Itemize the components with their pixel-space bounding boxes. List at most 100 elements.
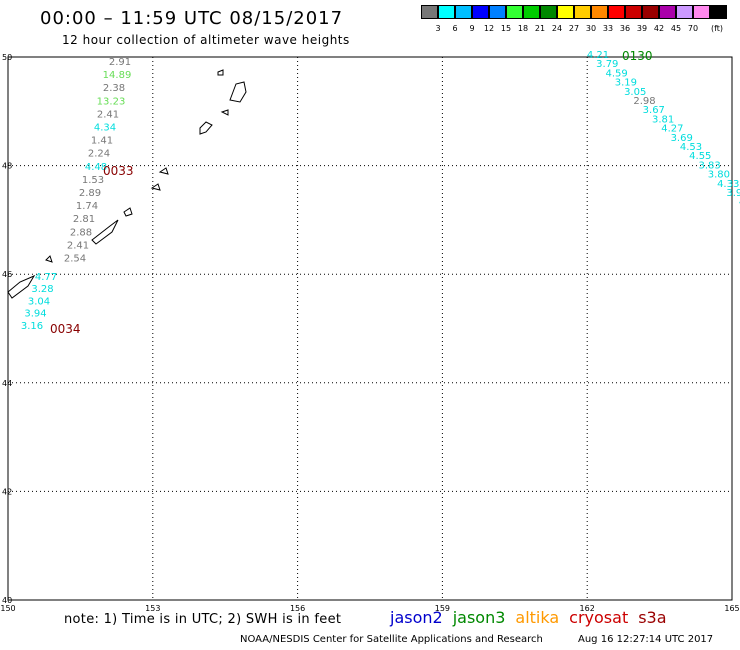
lon-tick-label: 162 (580, 604, 595, 613)
wave-height-value: 1.41 (91, 136, 113, 147)
altimeter-passes: 2.91 14.89 2.38 13.23 2.41 4.34 1.41 2.24 4.48 1.… (21, 49, 740, 336)
legend-swatch (710, 5, 727, 19)
wave-height-value: 2.91 (109, 57, 131, 68)
wave-height-value: 2.41 (67, 240, 89, 251)
axis-labels: 150 153 156 159 162 165 50 48 46 44 42 40 (0, 53, 739, 613)
legend-label: 45 (670, 24, 682, 33)
wave-height-value: 4.59 (605, 68, 627, 79)
altimeter-pass: 4.773.283.04 3.943.16 0034 (21, 272, 81, 336)
lon-tick-label: 150 (0, 604, 15, 613)
generated-timestamp: Aug 16 12:27:14 UTC 2017 (578, 634, 714, 645)
legend-swatch (557, 5, 574, 19)
wave-height-value: 4.27 (661, 124, 683, 135)
lon-tick-label: 165 (724, 604, 739, 613)
legend-label: 24 (551, 24, 563, 33)
wave-height-value: 3.83 (698, 160, 720, 171)
satellite-name: cryosat (569, 608, 629, 627)
legend-label: 3 (435, 24, 441, 33)
wave-height-value: 3.67 (643, 105, 665, 116)
island-outline (123, 207, 133, 217)
wave-height-value: 3.79 (596, 59, 618, 70)
wave-height-value: 14.89 (103, 70, 132, 81)
lat-tick-label: 44 (2, 379, 12, 388)
map-title: 00:00 – 11:59 UTC 08/15/2017 (40, 8, 344, 29)
legend-swatch (506, 5, 523, 19)
footer-note: note: 1) Time is in UTC; 2) SWH is in fe… (64, 612, 342, 627)
map-subtitle: 12 hour collection of altimeter wave hei… (62, 33, 350, 47)
lat-tick-label: 40 (2, 596, 12, 605)
legend-label: 30 (585, 24, 597, 33)
lat-tick-label: 42 (2, 487, 12, 496)
lon-tick-label: 159 (435, 604, 450, 613)
island-outline (217, 69, 224, 76)
wave-height-value: 4.55 (689, 151, 711, 162)
wave-height-value: 3.05 (624, 87, 646, 98)
satellite-name: altika (515, 608, 560, 627)
island-outline (7, 274, 36, 299)
legend-label: 42 (653, 24, 665, 33)
coastline (7, 69, 247, 299)
island-outline (158, 167, 169, 175)
wave-height-value: 3.16 (21, 321, 43, 332)
island-outline (199, 121, 213, 135)
legend-label: 15 (500, 24, 512, 33)
credit-line: NOAA/NESDIS Center for Satellite Applica… (240, 634, 543, 645)
pass-time-label: 0130 (622, 49, 653, 63)
legend-swatch (455, 5, 472, 19)
legend-label: 9 (469, 24, 475, 33)
legend-label: 6 (452, 24, 458, 33)
wave-height-value: 2.88 (70, 227, 92, 238)
legend-swatch (540, 5, 557, 19)
legend-swatch (659, 5, 676, 19)
legend-label: 33 (602, 24, 614, 33)
legend-swatch (489, 5, 506, 19)
wave-height-value: 2.54 (64, 254, 86, 265)
legend-unit: (ft) (710, 24, 724, 33)
legend-label: 70 (687, 24, 699, 33)
legend-swatch (608, 5, 625, 19)
wave-height-value: 1.53 (82, 175, 104, 186)
legend-swatch (676, 5, 693, 19)
wave-height-value: 2.38 (103, 83, 125, 94)
island-outline (229, 81, 247, 103)
pass-time-label: 0034 (50, 322, 81, 336)
legend-swatch (438, 5, 455, 19)
legend-label: 12 (483, 24, 495, 33)
legend-swatch (591, 5, 608, 19)
wave-height-value: 3.80 (708, 170, 730, 181)
wave-height-value: 2.98 (633, 96, 655, 107)
wave-height-value: 3.04 (28, 296, 50, 307)
wave-height-value: 4.48 (85, 162, 107, 173)
island-outline (150, 183, 161, 191)
wave-height-value: 13.23 (97, 96, 126, 107)
satellite-name: jason3 (452, 608, 506, 627)
legend-label: 39 (636, 24, 648, 33)
lat-tick-label: 50 (2, 53, 12, 62)
lat-tick-label: 46 (2, 270, 12, 279)
map-frame (7, 56, 733, 601)
altimeter-pass: 4.213.794.593.193.052.983.673.814.273.69… (587, 49, 740, 208)
wave-height-value: 3.94 (24, 309, 46, 320)
island-outline (91, 219, 119, 245)
wave-height-value: 3.92 (726, 188, 740, 199)
wave-height-value: 4.34 (94, 123, 116, 134)
wave-height-value: 4.21 (587, 50, 609, 61)
legend-swatch (421, 5, 438, 19)
legend-swatch (693, 5, 710, 19)
legend-label: 36 (619, 24, 631, 33)
island-outline (45, 255, 53, 263)
wave-height-value: 4.53 (680, 142, 702, 153)
wave-height-value: 1.74 (76, 201, 98, 212)
legend-label: 21 (534, 24, 546, 33)
wave-height-value: 3.28 (31, 284, 53, 295)
wave-height-value: 3.19 (615, 78, 637, 89)
island-outline (220, 109, 229, 116)
wave-height-value: 2.24 (88, 149, 110, 160)
wave-height-value: 4.33 (717, 179, 739, 190)
satellite-legend: jason2 jason3 altika cryosat s3a (390, 608, 677, 627)
legend-label: 27 (568, 24, 580, 33)
satellite-name: jason2 (390, 608, 443, 627)
legend-label: 18 (517, 24, 529, 33)
satellite-name: s3a (638, 608, 667, 627)
